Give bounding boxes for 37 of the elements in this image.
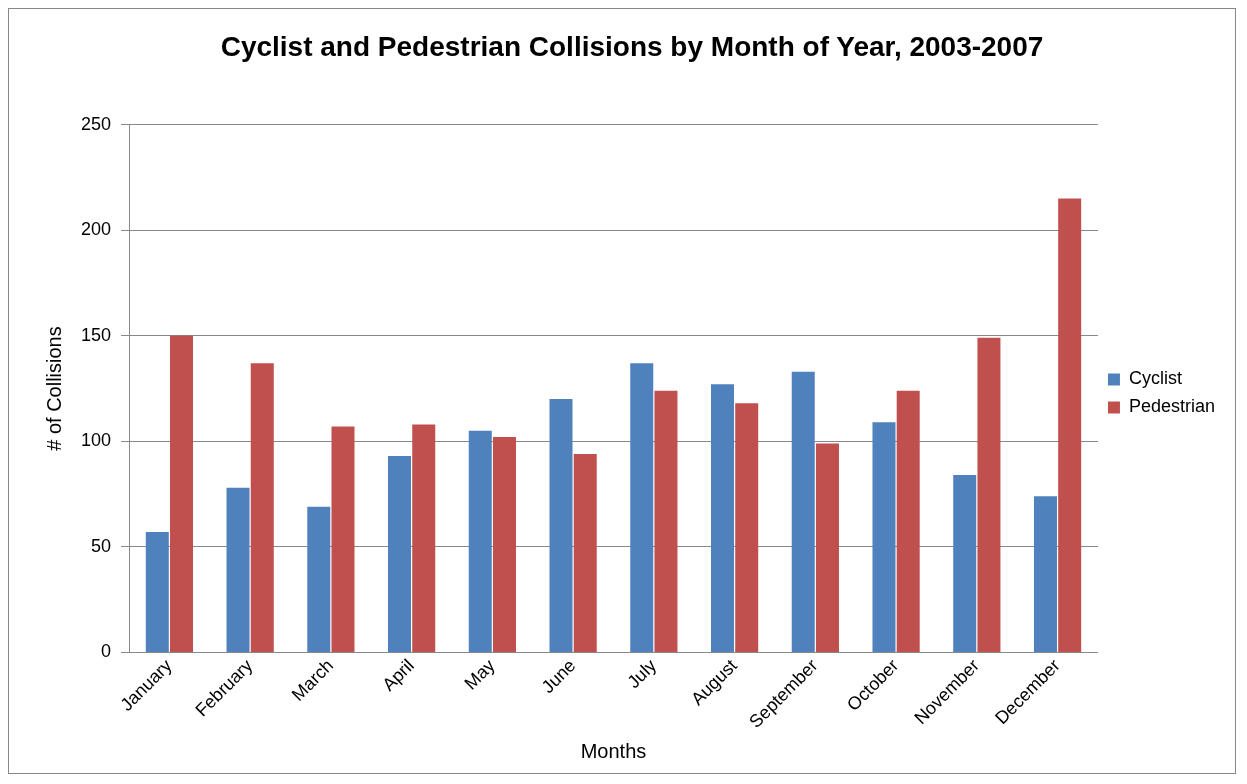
legend-label: Pedestrian [1128, 396, 1216, 417]
bar [492, 437, 516, 652]
bar [170, 335, 194, 652]
bar [573, 453, 597, 652]
legend-label: Cyclist [1128, 368, 1182, 389]
bar [872, 422, 896, 652]
y-tick-label: 50 [91, 535, 112, 556]
bar [1058, 198, 1082, 652]
bar [412, 424, 436, 652]
bar [145, 532, 169, 652]
bar [953, 475, 977, 652]
bar [1033, 496, 1057, 652]
y-axis-title: # of Collisions [42, 326, 65, 451]
bar [735, 403, 759, 652]
bar [331, 426, 355, 652]
bar [710, 384, 734, 652]
y-tick-label: 200 [80, 219, 112, 240]
x-axis-title: Months [580, 739, 647, 762]
y-tick-label: 100 [80, 430, 112, 451]
bar [896, 390, 920, 652]
x-tick-label: May [460, 655, 499, 694]
y-tick-label: 0 [101, 641, 112, 662]
bar [654, 390, 678, 652]
bar [791, 371, 815, 652]
bar [388, 456, 412, 652]
y-tick-label: 150 [80, 324, 112, 345]
bar [977, 337, 1001, 652]
chart-title: Cyclist and Pedestrian Collisions by Month of Year, 2003-2007 [220, 30, 1044, 62]
x-tick-label: July [623, 655, 661, 693]
bar [250, 363, 274, 652]
bar [815, 443, 839, 652]
bar [630, 363, 654, 652]
y-tick-label: 250 [80, 113, 112, 134]
bar [226, 487, 250, 652]
bar [468, 430, 492, 652]
bar [307, 506, 331, 652]
bar [549, 399, 573, 652]
